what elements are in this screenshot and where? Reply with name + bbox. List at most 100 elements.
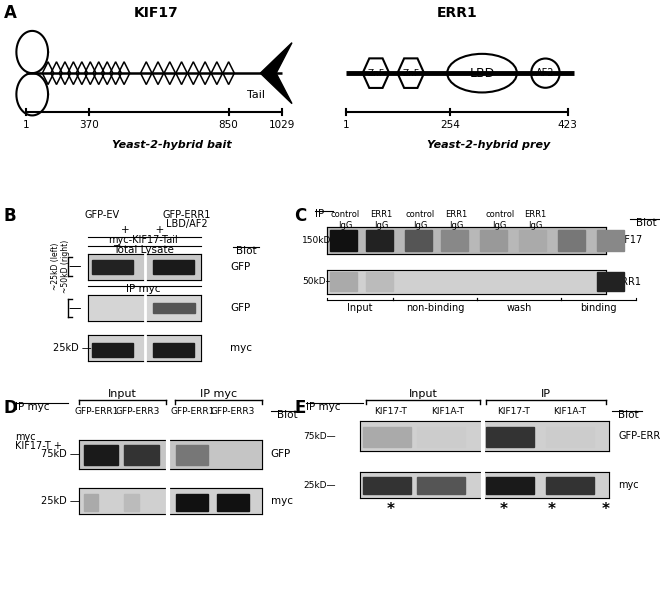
Bar	[417, 477, 465, 494]
Bar	[360, 472, 609, 498]
Text: KIF17: KIF17	[615, 235, 642, 245]
Bar	[366, 230, 393, 251]
Text: ZnF: ZnF	[403, 69, 419, 78]
Text: ~25kD (left)
~50kD (right): ~25kD (left) ~50kD (right)	[51, 240, 70, 293]
Text: 75kD —: 75kD —	[42, 449, 80, 459]
Text: 1: 1	[22, 120, 29, 130]
Text: non-binding: non-binding	[406, 303, 465, 313]
Text: IP myc: IP myc	[306, 402, 341, 412]
Text: binding: binding	[580, 303, 617, 313]
Text: 370: 370	[79, 120, 99, 130]
Text: *: *	[386, 502, 394, 517]
Bar	[546, 426, 594, 446]
Text: GFP-EV: GFP-EV	[85, 210, 120, 220]
Text: wash: wash	[506, 303, 532, 313]
Text: myc: myc	[618, 480, 639, 490]
Bar	[330, 230, 357, 251]
Text: 1029: 1029	[269, 120, 296, 130]
Bar	[546, 477, 594, 494]
Text: GFP-ERR3: GFP-ERR3	[115, 407, 160, 416]
Text: Input: Input	[409, 389, 438, 399]
Text: IP: IP	[541, 389, 551, 399]
Text: Input: Input	[108, 389, 137, 399]
Text: 25kD —: 25kD —	[42, 496, 80, 506]
Bar	[153, 343, 194, 357]
Text: Blot: Blot	[236, 246, 257, 256]
Ellipse shape	[531, 58, 560, 88]
Text: GFP: GFP	[230, 262, 250, 272]
Bar	[153, 260, 194, 274]
Bar	[441, 230, 468, 251]
Text: ZnF: ZnF	[368, 69, 384, 78]
Bar	[327, 270, 606, 293]
Bar	[176, 445, 209, 465]
Text: GFP-ERR1: GFP-ERR1	[162, 210, 211, 220]
Text: 423: 423	[558, 120, 578, 130]
Text: 850: 850	[218, 120, 238, 130]
Text: *: *	[500, 502, 508, 517]
Text: ERR1: ERR1	[436, 6, 477, 20]
Text: myc: myc	[230, 343, 252, 353]
Text: C: C	[294, 207, 306, 226]
Text: control
IgG: control IgG	[485, 210, 514, 230]
Text: IP myc: IP myc	[126, 284, 160, 294]
Text: KIF17-T: KIF17-T	[374, 407, 407, 416]
Bar	[363, 426, 411, 446]
Text: 75kD—: 75kD—	[304, 432, 336, 441]
Text: D: D	[4, 399, 17, 417]
Text: GFP-ERR1: GFP-ERR1	[75, 407, 119, 416]
Text: Yeast-2-hybrid bait: Yeast-2-hybrid bait	[112, 140, 232, 150]
Text: 50kD—: 50kD—	[302, 277, 335, 286]
Bar	[84, 445, 118, 465]
Bar	[360, 422, 609, 451]
Text: GFP-ERR1: GFP-ERR1	[618, 431, 660, 441]
Bar	[363, 477, 411, 494]
Text: ERR1: ERR1	[615, 277, 641, 287]
Text: KIF17-T: KIF17-T	[497, 407, 529, 416]
Text: KIF1A-T: KIF1A-T	[431, 407, 464, 416]
Bar	[176, 494, 209, 511]
Text: ERR1
IgG: ERR1 IgG	[525, 210, 546, 230]
Bar	[124, 445, 159, 465]
Text: myc-KIF17-Tail: myc-KIF17-Tail	[108, 235, 178, 245]
Text: Blot: Blot	[618, 409, 639, 419]
Text: Blot: Blot	[277, 409, 297, 419]
Text: KIF17: KIF17	[133, 6, 178, 20]
Text: A: A	[4, 4, 17, 22]
Text: 254: 254	[440, 120, 460, 130]
Bar	[79, 488, 262, 514]
Text: E: E	[294, 399, 306, 417]
Bar	[330, 272, 357, 292]
Text: *: *	[548, 502, 556, 517]
Text: Tail: Tail	[247, 90, 265, 100]
Text: KIF17-T +: KIF17-T +	[15, 441, 62, 451]
Text: IP: IP	[315, 209, 325, 219]
Text: 25kD—: 25kD—	[304, 481, 336, 489]
Text: *: *	[602, 502, 610, 517]
Text: 150kD—: 150kD—	[302, 236, 340, 244]
Polygon shape	[260, 42, 292, 73]
Text: Blot: Blot	[636, 218, 657, 228]
Text: myc: myc	[15, 432, 36, 442]
Bar	[88, 295, 201, 322]
Bar	[417, 426, 465, 446]
Bar	[124, 494, 139, 511]
Text: +        +: + +	[121, 224, 165, 234]
Text: GFP-ERR1: GFP-ERR1	[170, 407, 214, 416]
Bar	[153, 303, 195, 313]
Text: Input: Input	[348, 303, 373, 313]
Text: control
IgG: control IgG	[406, 210, 435, 230]
Bar	[88, 335, 201, 361]
Bar	[327, 227, 606, 254]
Text: 1: 1	[343, 120, 349, 130]
Bar	[597, 272, 624, 292]
Bar	[486, 477, 534, 494]
Bar	[519, 230, 546, 251]
Text: —: —	[68, 302, 81, 315]
Bar	[217, 494, 249, 511]
Bar	[558, 230, 585, 251]
Text: KIF1A-T: KIF1A-T	[554, 407, 587, 416]
Text: ERR1
IgG: ERR1 IgG	[445, 210, 467, 230]
Text: Total Lysate: Total Lysate	[113, 244, 174, 254]
Text: IP myc: IP myc	[200, 389, 237, 399]
